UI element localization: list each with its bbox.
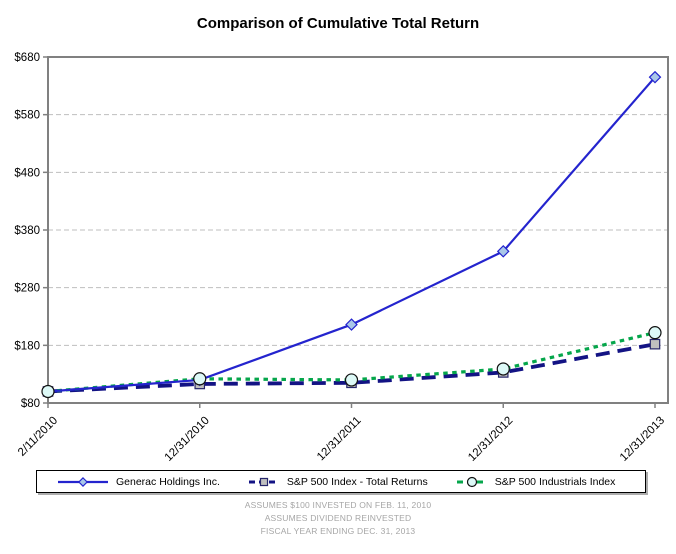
footnote-fiscal-year: FISCAL YEAR ENDING DEC. 31, 2013 — [260, 526, 416, 536]
data-point-circle — [41, 384, 55, 399]
legend-sample-blue-diamond-line-icon — [57, 475, 109, 489]
y-axis-tick-label: $280 — [14, 283, 40, 295]
data-point-circle — [193, 372, 207, 386]
chart-title: Comparison of Cumulative Total Return — [197, 15, 479, 32]
x-axis-tick-label: 2/11/2010 — [16, 415, 60, 459]
y-axis-tick-label: $380 — [14, 225, 40, 237]
legend-label-sp500-industrials: S&P 500 Industrials Index — [494, 475, 616, 488]
legend-sample-marker — [259, 477, 269, 486]
legend-label-sp500-total-returns: S&P 500 Index - Total Returns — [286, 475, 428, 488]
legend-item-sp500-industrials: S&P 500 Industrials Index — [456, 475, 616, 489]
legend: Generac Holdings Inc. S&P 500 Index - To… — [36, 470, 646, 493]
legend-sample-navy-dash-square-line-icon — [248, 475, 280, 489]
data-point-circle — [496, 362, 510, 376]
series-line-0 — [47, 76, 656, 393]
series-line-1 — [47, 342, 656, 394]
legend-sample-green-dash-circle-line-icon — [456, 475, 488, 489]
data-point-markers — [41, 70, 662, 399]
x-axis-tick-label: 12/31/2011 — [315, 415, 364, 464]
y-axis-tick-label: $180 — [14, 340, 40, 352]
legend-sample-svg — [58, 476, 108, 487]
x-axis-tick-label: 12/31/2010 — [163, 415, 212, 464]
legend-sample-svg — [456, 476, 487, 487]
legend-sample-svg — [248, 477, 279, 486]
footnote-invested: ASSUMES $100 INVESTED ON FEB. 11, 2010 — [244, 500, 432, 510]
data-point-circle — [648, 326, 662, 340]
legend-item-generac: Generac Holdings Inc. — [57, 475, 220, 489]
data-point-diamond — [345, 318, 358, 331]
axes — [43, 56, 669, 408]
y-axis-tick-label: $580 — [14, 110, 40, 122]
legend-sample-marker — [466, 476, 477, 487]
legend-sample-marker — [78, 476, 88, 487]
data-point-square — [649, 338, 661, 350]
data-point-diamond — [648, 70, 662, 84]
y-axis-tick-label: $80 — [21, 398, 40, 410]
y-axis-tick-label: $680 — [14, 52, 40, 64]
data-point-diamond — [496, 244, 510, 258]
footnote-dividend: ASSUMES DIVIDEND REINVESTED — [264, 513, 412, 523]
legend-label-generac: Generac Holdings Inc. — [116, 475, 220, 488]
data-series — [47, 76, 656, 394]
data-point-circle — [344, 373, 359, 387]
x-axis-tick-label: 12/31/2013 — [618, 415, 667, 464]
legend-item-sp500-total-returns: S&P 500 Index - Total Returns — [248, 475, 428, 489]
x-axis-tick-label: 12/31/2012 — [466, 415, 515, 464]
gridlines — [48, 114, 668, 346]
chart-footnotes: ASSUMES $100 INVESTED ON FEB. 11, 2010 A… — [0, 499, 676, 538]
y-axis-tick-label: $480 — [14, 167, 40, 179]
